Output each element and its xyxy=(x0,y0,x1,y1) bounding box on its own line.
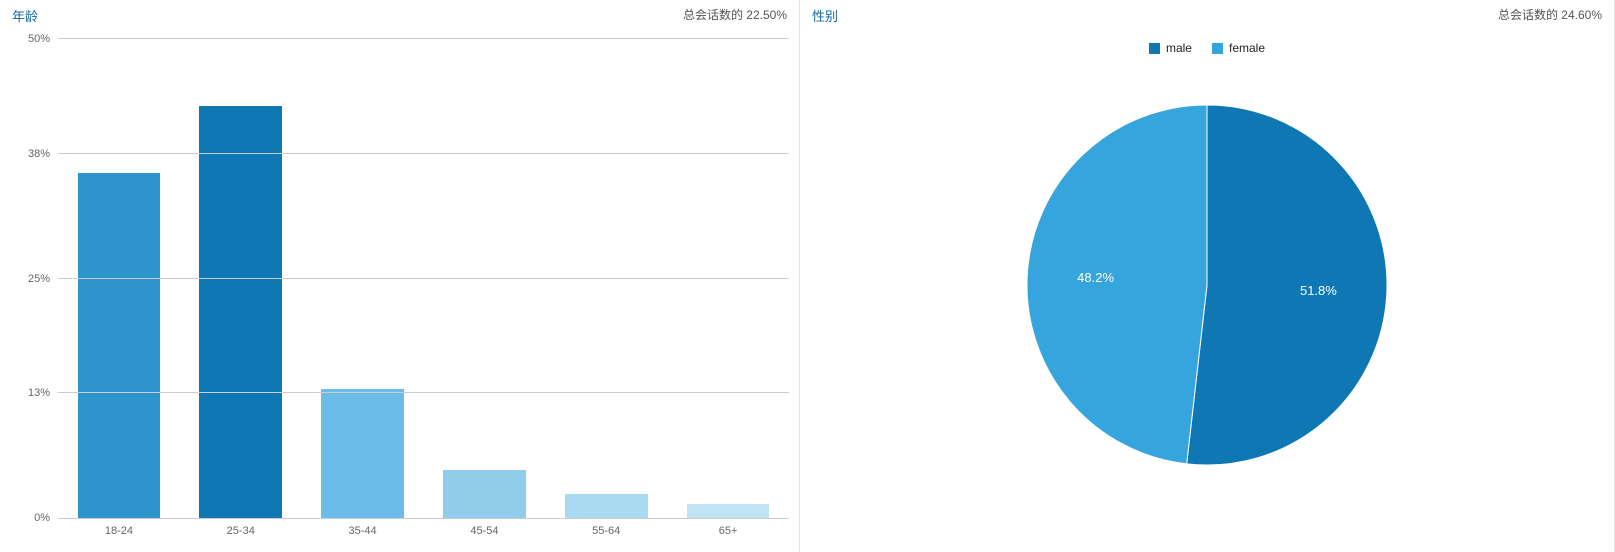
bar-slot xyxy=(423,39,545,518)
x-tick-label: 65+ xyxy=(667,525,789,537)
x-tick-label: 25-34 xyxy=(180,525,302,537)
bar-slot xyxy=(667,39,789,518)
bar-45-54[interactable] xyxy=(443,470,526,518)
gender-panel-header: 性别 总会话数的 24.60% xyxy=(800,0,1614,29)
age-x-labels: 18-2425-3435-4445-5455-6465+ xyxy=(58,525,789,537)
legend-item-female[interactable]: female xyxy=(1212,41,1265,55)
bar-slot xyxy=(180,39,302,518)
age-panel-title: 年龄 xyxy=(12,6,38,25)
pie-label-male: 51.8% xyxy=(1300,283,1337,298)
y-tick-label: 0% xyxy=(14,512,50,524)
bar-slot xyxy=(58,39,180,518)
legend-item-male[interactable]: male xyxy=(1149,41,1192,55)
y-tick-label: 50% xyxy=(14,33,50,45)
pie-label-female: 48.2% xyxy=(1077,270,1114,285)
age-bars-container xyxy=(58,39,789,518)
gender-pie-chart: 51.8% 48.2% xyxy=(997,75,1417,495)
bar-55-64[interactable] xyxy=(565,494,648,518)
y-tick-label: 38% xyxy=(14,148,50,160)
pie-slice-male[interactable] xyxy=(1187,105,1387,465)
bar-slot xyxy=(545,39,667,518)
age-panel-header: 年龄 总会话数的 22.50% xyxy=(0,0,799,29)
age-panel: 年龄 总会话数的 22.50% 0%13%25%38%50% 18-2425-3… xyxy=(0,0,800,552)
x-tick-label: 18-24 xyxy=(58,525,180,537)
bar-slot xyxy=(302,39,424,518)
legend-swatch-icon xyxy=(1212,43,1223,54)
gender-panel-meta: 总会话数的 24.60% xyxy=(1498,6,1602,23)
gender-legend: male female xyxy=(800,29,1614,55)
y-tick-label: 25% xyxy=(14,273,50,285)
x-tick-label: 55-64 xyxy=(545,525,667,537)
gender-pie-wrap: 51.8% 48.2% xyxy=(800,55,1614,515)
age-bar-chart: 0%13%25%38%50% 18-2425-3435-4445-5455-64… xyxy=(0,29,799,544)
legend-swatch-icon xyxy=(1149,43,1160,54)
bar-25-34[interactable] xyxy=(199,106,282,518)
bar-18-24[interactable] xyxy=(78,173,161,518)
x-tick-label: 45-54 xyxy=(423,525,545,537)
gender-panel: 性别 总会话数的 24.60% male female 51.8% 48.2% xyxy=(800,0,1615,552)
legend-label: female xyxy=(1229,41,1265,55)
pie-slice-female[interactable] xyxy=(1027,105,1207,464)
gender-panel-title: 性别 xyxy=(812,6,838,25)
bar-65+[interactable] xyxy=(687,504,770,518)
age-panel-meta: 总会话数的 22.50% xyxy=(683,6,787,23)
bar-35-44[interactable] xyxy=(321,389,404,518)
y-tick-label: 13% xyxy=(14,387,50,399)
legend-label: male xyxy=(1166,41,1192,55)
age-plot-area: 0%13%25%38%50% xyxy=(58,39,789,519)
x-tick-label: 35-44 xyxy=(302,525,424,537)
